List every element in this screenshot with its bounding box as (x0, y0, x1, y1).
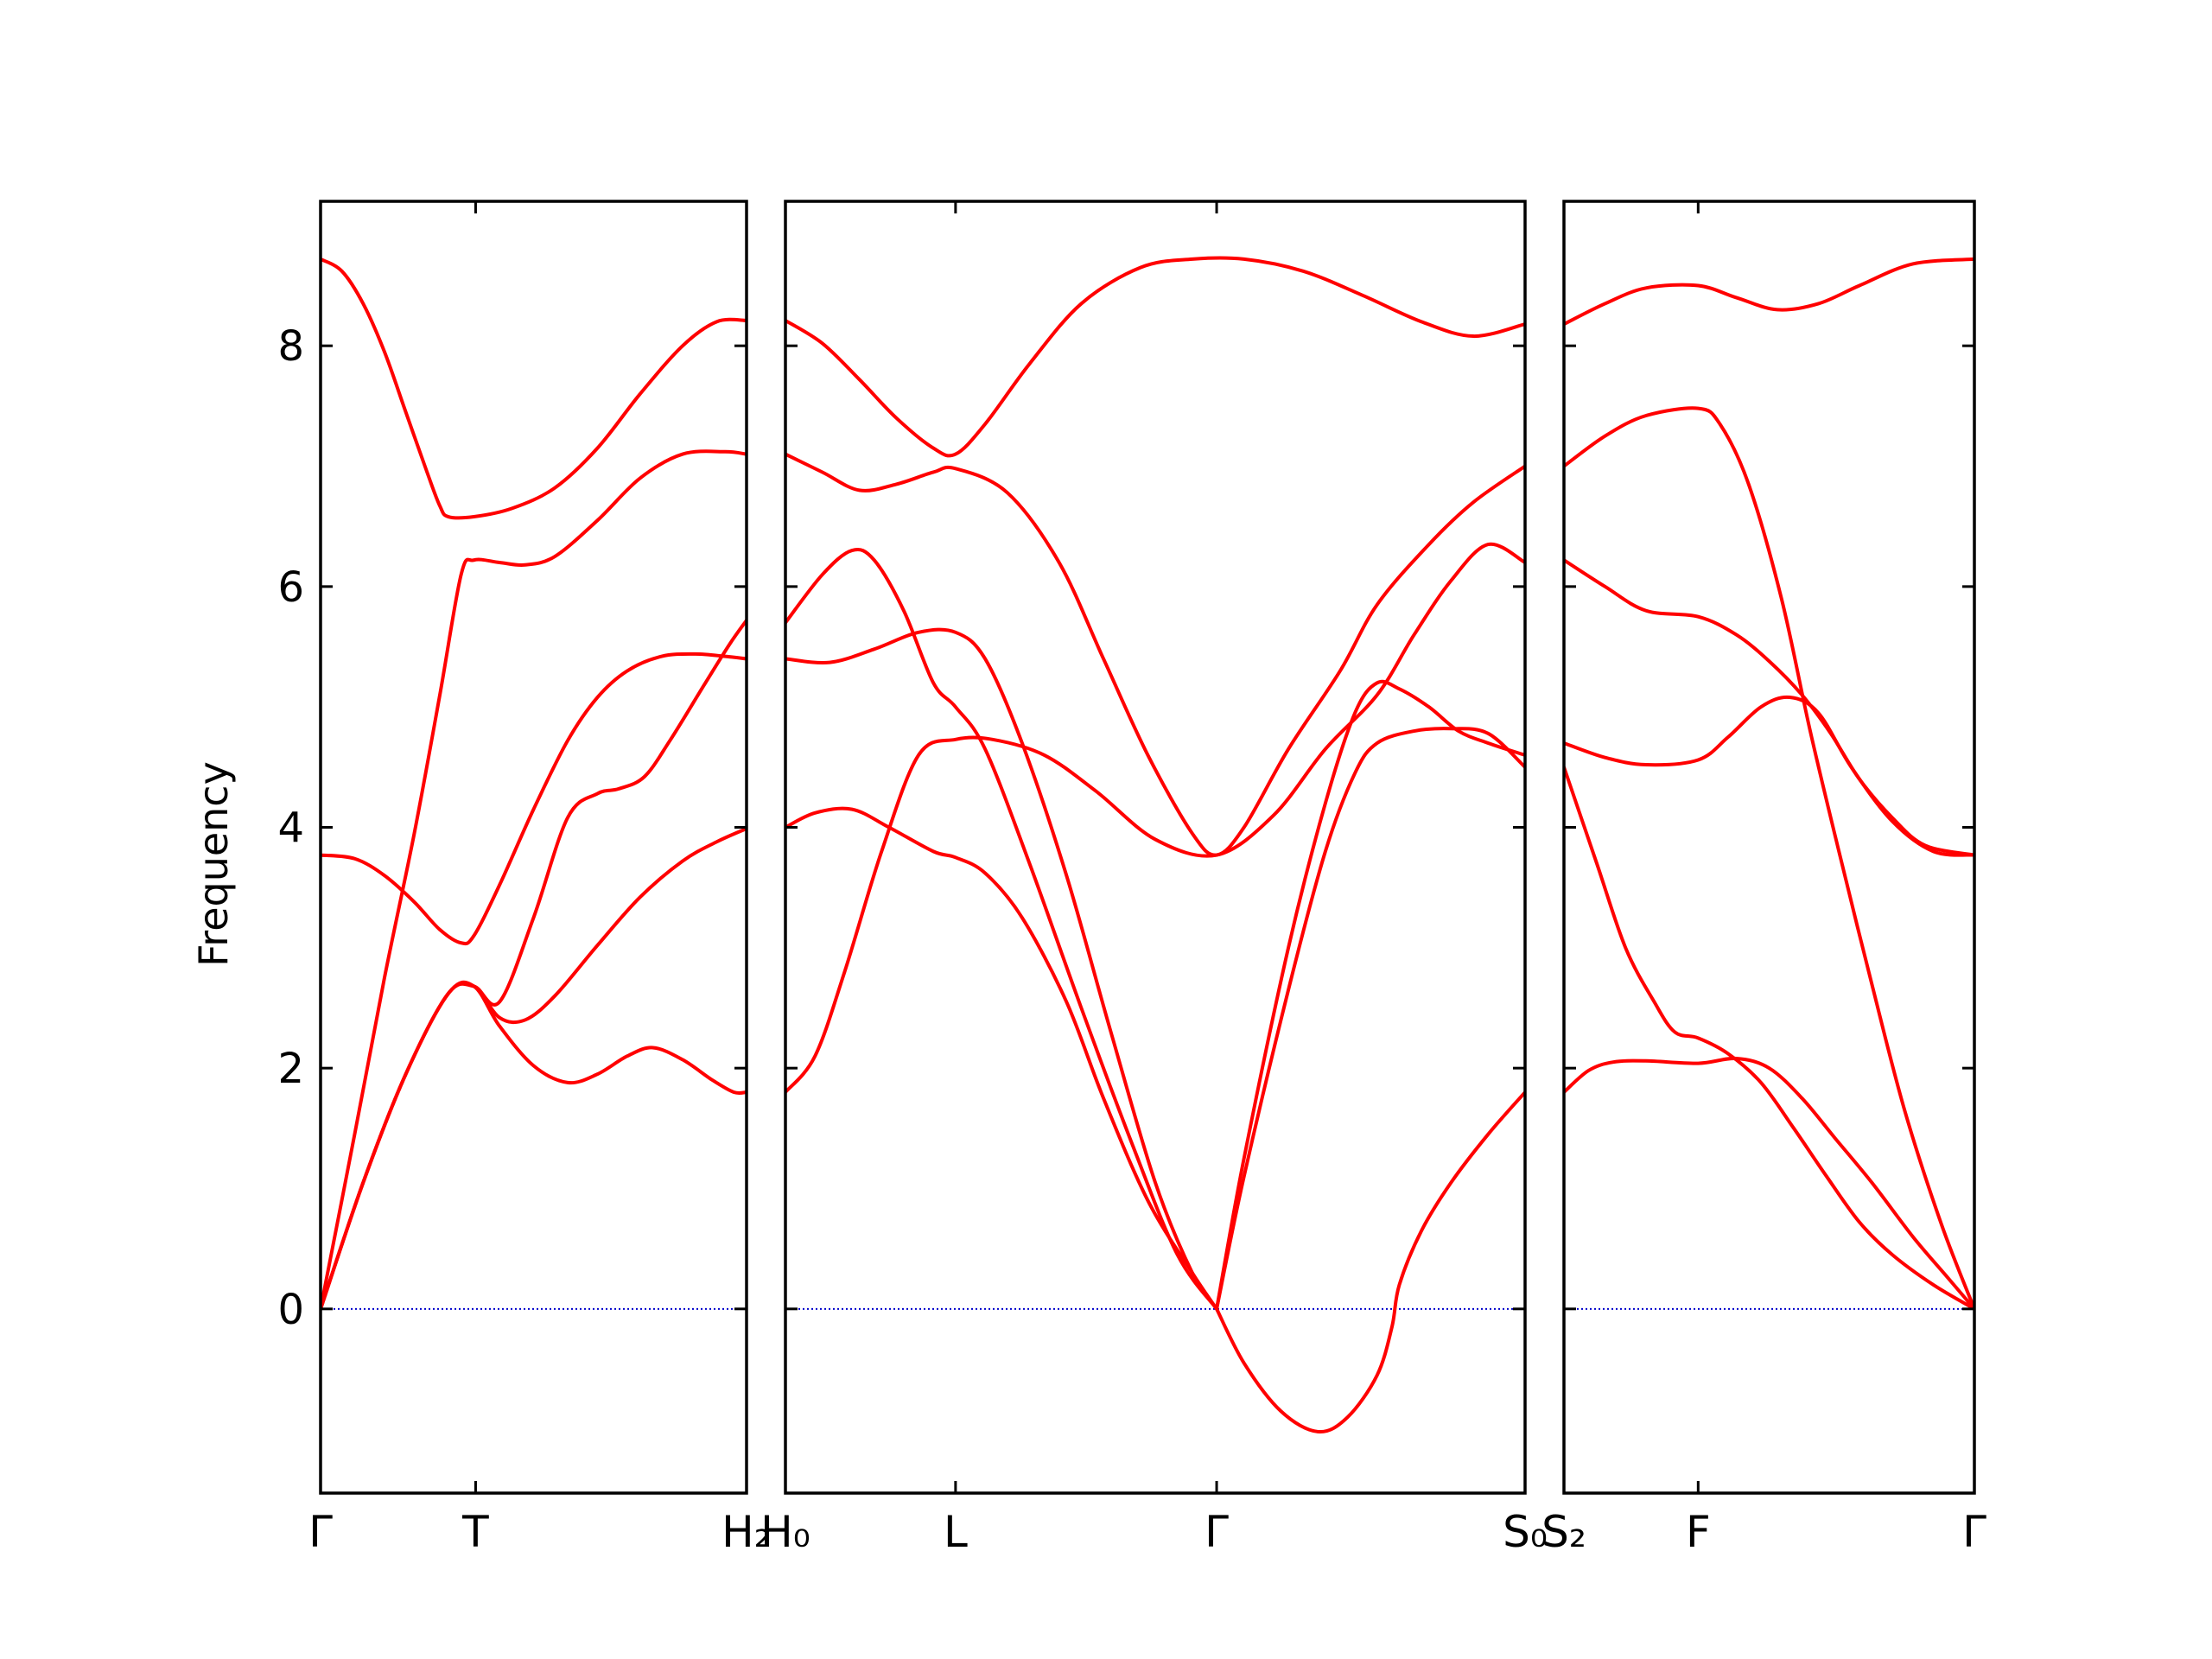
band-line (785, 627, 1219, 1311)
y-tick-label: 8 (277, 322, 304, 371)
band-line (1215, 727, 1525, 1311)
band-line (785, 452, 1525, 857)
band-group (1564, 257, 1974, 1311)
y-tick-label: 2 (277, 1045, 304, 1093)
panel-1: 0 2 4 6 8 Γ T H₂ (277, 200, 772, 1557)
band-line (1564, 695, 1974, 857)
x-tick-label: T (461, 1507, 489, 1557)
panel-frame (1562, 200, 1976, 1495)
band-line (321, 652, 747, 946)
band-line (785, 542, 1525, 1095)
band-line (785, 806, 1219, 1311)
band-line (1564, 406, 1974, 1311)
x-tick-label: Γ (1205, 1507, 1229, 1557)
band-line (785, 256, 1525, 458)
x-tick-label: S₂ (1541, 1507, 1586, 1557)
x-tick-label: Γ (308, 1507, 333, 1557)
band-line (785, 547, 1219, 1311)
band-line (1215, 679, 1525, 1311)
band-group (321, 257, 747, 1311)
y-tick-label: 4 (277, 804, 304, 853)
x-tick-label: Γ (1962, 1507, 1986, 1557)
panel-2: H₀ L Γ S₀ (760, 200, 1548, 1557)
y-axis-label: Frequency (190, 761, 237, 967)
band-line (1564, 1056, 1974, 1311)
band-line (1215, 1090, 1525, 1434)
band-group (785, 256, 1525, 1434)
x-tick-label: L (944, 1507, 968, 1557)
panel-3: S₂ F Γ (1541, 200, 1986, 1557)
band-line (1564, 765, 1974, 1311)
band-line (1564, 558, 1974, 857)
band-line (1564, 257, 1974, 327)
y-tick-label: 6 (277, 563, 304, 612)
x-tick-label: H₂ (721, 1507, 772, 1557)
band-line (321, 826, 747, 1311)
y-tick-label: 0 (277, 1286, 304, 1334)
x-tick-label: S₀ (1503, 1507, 1548, 1557)
panel-frame (319, 200, 748, 1495)
band-line (321, 449, 747, 1311)
x-tick-label: H₀ (760, 1507, 810, 1557)
panel-frame (784, 200, 1527, 1495)
band-line (321, 980, 747, 1311)
x-tick-label: F (1686, 1507, 1711, 1557)
band-line (321, 618, 747, 1311)
band-line (321, 257, 747, 520)
